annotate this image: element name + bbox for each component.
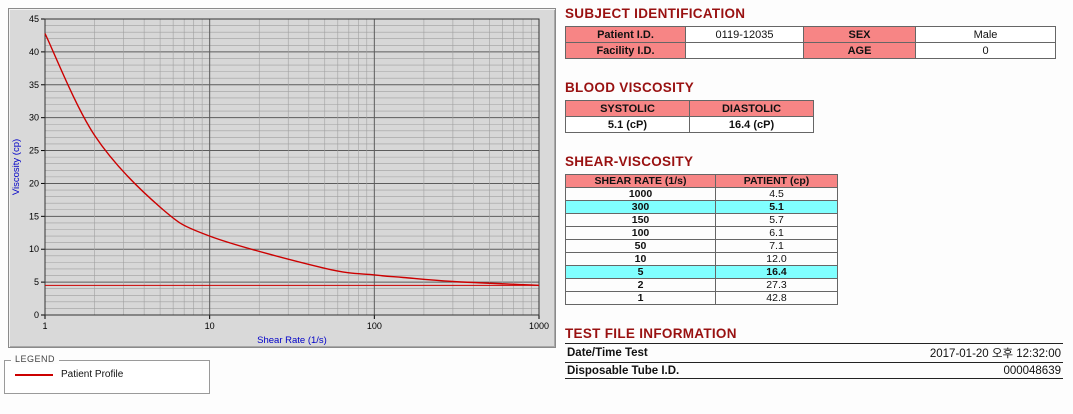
test-file-table: Date/Time Test 2017-01-20 오후 12:32:00 Di… <box>565 343 1063 379</box>
viscosity-chart: 0 5 10 15 20 25 30 35 40 45 1 10 100 1000 Viscosity (c… <box>8 8 556 348</box>
facility-id-value <box>685 42 804 59</box>
legend-title: LEGEND <box>11 354 60 364</box>
section-title-blood: BLOOD VISCOSITY <box>565 80 695 95</box>
table-row: 5.1 (cP) 16.4 (cP) <box>565 116 814 133</box>
disposable-tube-id-value: 000048639 <box>838 362 1063 379</box>
shear-row: 50 7.1 <box>565 239 838 253</box>
shear-row: 2 27.3 <box>565 278 838 292</box>
subject-identification-section: SUBJECT IDENTIFICATION Patient I.D. 0119… <box>565 6 1063 59</box>
shear-row: 1000 4.5 <box>565 187 838 201</box>
shear-row: 1 42.8 <box>565 291 838 305</box>
table-row: Facility I.D. AGE 0 <box>565 42 1056 59</box>
table-row: SYSTOLIC DIASTOLIC <box>565 100 814 117</box>
shear-rate-cell: 10 <box>565 252 716 266</box>
systolic-value: 5.1 (cP) <box>565 116 690 133</box>
shear-patient-cell: 4.5 <box>715 187 838 201</box>
section-title-shear: SHEAR-VISCOSITY <box>565 154 694 169</box>
x-tick-label: 100 <box>367 321 382 331</box>
y-tick-label: 10 <box>29 244 39 254</box>
shear-rate-cell: 1000 <box>565 187 716 201</box>
chart-legend: LEGEND Patient Profile <box>4 354 210 394</box>
section-title-testfile: TEST FILE INFORMATION <box>565 326 737 341</box>
series-line-swatch <box>15 373 53 376</box>
patient-id-label: Patient I.D. <box>565 26 686 43</box>
table-row: Disposable Tube I.D. 000048639 <box>565 362 1063 379</box>
subject-table: Patient I.D. 0119-12035 SEX Male Facilit… <box>565 26 1056 59</box>
patient-id-value: 0119-12035 <box>685 26 804 43</box>
shear-viscosity-table: SHEAR RATE (1/s) PATIENT (cp) 1000 4.5 300… <box>565 174 838 305</box>
age-label: AGE <box>803 42 916 59</box>
shear-patient-cell: 27.3 <box>715 278 838 292</box>
shear-rate-cell: 300 <box>565 200 716 214</box>
table-row: Date/Time Test 2017-01-20 오후 12:32:00 <box>565 343 1063 363</box>
shear-row: 100 6.1 <box>565 226 838 240</box>
age-value: 0 <box>915 42 1056 59</box>
shear-rate-cell: 2 <box>565 278 716 292</box>
shear-patient-cell: 6.1 <box>715 226 838 240</box>
y-tick-label: 5 <box>34 277 39 287</box>
patient-profile-curve <box>44 33 540 287</box>
shear-patient-cell: 7.1 <box>715 239 838 253</box>
series-label: Patient Profile <box>61 369 124 380</box>
shear-table-body: 1000 4.5 300 5.1 150 5.7 100 6.1 50 7.1 10 12.0 5 16.… <box>565 187 838 305</box>
shear-row: 10 12.0 <box>565 252 838 266</box>
shear-rate-cell: 5 <box>565 265 716 279</box>
y-tick-label: 40 <box>29 47 39 57</box>
x-tick-label: 10 <box>205 321 215 331</box>
shear-patient-cell: 5.1 <box>715 200 838 214</box>
x-tick-label: 1 <box>42 321 47 331</box>
blood-viscosity-table: SYSTOLIC DIASTOLIC 5.1 (cP) 16.4 (cP) <box>565 100 814 133</box>
y-tick-label: 0 <box>34 310 39 320</box>
shear-rate-cell: 150 <box>565 213 716 227</box>
x-axis-title: Shear Rate (1/s) <box>257 335 327 346</box>
y-tick-label: 20 <box>29 178 39 188</box>
plot-area <box>45 19 539 315</box>
shear-row: 5 16.4 <box>565 265 838 279</box>
shear-patient-cell: 5.7 <box>715 213 838 227</box>
shear-rate-header: SHEAR RATE (1/s) <box>565 174 716 188</box>
shear-rate-cell: 1 <box>565 291 716 305</box>
shear-rate-cell: 50 <box>565 239 716 253</box>
shear-viscosity-section: SHEAR-VISCOSITY SHEAR RATE (1/s) PATIENT… <box>565 154 1063 305</box>
shear-patient-cell: 42.8 <box>715 291 838 305</box>
sex-value: Male <box>915 26 1056 43</box>
y-tick-label: 45 <box>29 14 39 24</box>
report-details: SUBJECT IDENTIFICATION Patient I.D. 0119… <box>565 6 1063 379</box>
y-tick-label: 15 <box>29 211 39 221</box>
legend-entry: Patient Profile <box>15 369 201 380</box>
y-tick-label: 30 <box>29 113 39 123</box>
diastolic-value: 16.4 (cP) <box>689 116 814 133</box>
table-row: Patient I.D. 0119-12035 SEX Male <box>565 26 1056 43</box>
facility-id-label: Facility I.D. <box>565 42 686 59</box>
diastolic-header: DIASTOLIC <box>689 100 814 117</box>
shear-row: 300 5.1 <box>565 200 838 214</box>
shear-rate-cell: 100 <box>565 226 716 240</box>
section-title-subject: SUBJECT IDENTIFICATION <box>565 6 746 21</box>
table-header-row: SHEAR RATE (1/s) PATIENT (cp) <box>565 174 838 188</box>
y-tick-label: 35 <box>29 80 39 90</box>
viscosity-chart-svg: 0 5 10 15 20 25 30 35 40 45 1 10 100 1000 Viscosity (c… <box>11 14 549 346</box>
x-tick-label: 1000 <box>529 321 549 331</box>
systolic-header: SYSTOLIC <box>565 100 690 117</box>
shear-row: 150 5.7 <box>565 213 838 227</box>
test-file-information-section: TEST FILE INFORMATION Date/Time Test 201… <box>565 326 1063 379</box>
patient-cp-header: PATIENT (cp) <box>715 174 838 188</box>
datetime-test-label: Date/Time Test <box>565 343 839 363</box>
shear-patient-cell: 12.0 <box>715 252 838 266</box>
y-tick-label: 25 <box>29 146 39 156</box>
sex-label: SEX <box>803 26 916 43</box>
datetime-test-value: 2017-01-20 오후 12:32:00 <box>838 343 1063 363</box>
plot-frame <box>44 18 540 316</box>
blood-viscosity-section: BLOOD VISCOSITY SYSTOLIC DIASTOLIC 5.1 (… <box>565 80 1063 133</box>
y-axis-title: Viscosity (cp) <box>11 139 22 195</box>
disposable-tube-id-label: Disposable Tube I.D. <box>565 362 839 379</box>
shear-patient-cell: 16.4 <box>715 265 838 279</box>
